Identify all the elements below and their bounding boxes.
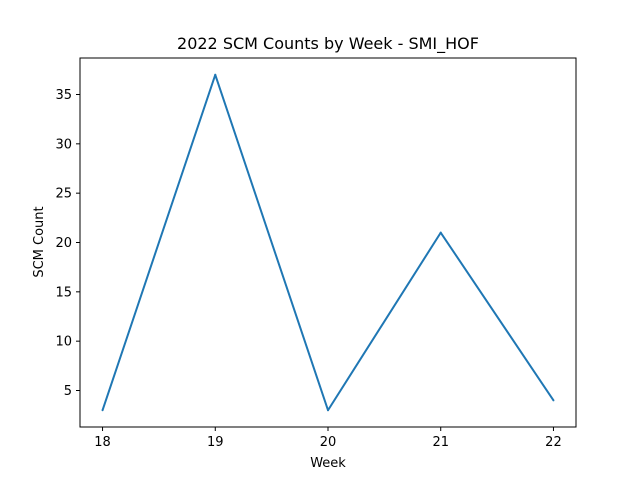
y-tick-label: 20 bbox=[55, 236, 72, 251]
data-point bbox=[327, 409, 329, 412]
y-tick-label: 10 bbox=[55, 335, 72, 350]
data-point bbox=[439, 231, 442, 234]
y-axis-label: SCM Count bbox=[32, 206, 47, 277]
y-tick-label: 5 bbox=[64, 384, 72, 399]
plot-area-frame bbox=[79, 57, 577, 428]
y-tick-label: 30 bbox=[55, 137, 72, 152]
data-point bbox=[214, 73, 217, 76]
data-point bbox=[552, 399, 555, 402]
x-axis-ticks: 18 19 20 21 22 bbox=[94, 427, 562, 450]
series-points bbox=[101, 73, 555, 412]
x-tick-label: 22 bbox=[545, 435, 562, 450]
x-tick-label: 20 bbox=[320, 435, 337, 450]
y-tick-label: 35 bbox=[55, 88, 72, 103]
x-tick-label: 19 bbox=[207, 435, 224, 450]
x-tick-label: 21 bbox=[432, 435, 449, 450]
chart-title: 2022 SCM Counts by Week - SMI_HOF bbox=[177, 34, 479, 54]
y-axis-ticks: 5 10 15 20 25 30 35 bbox=[55, 88, 80, 399]
data-point bbox=[101, 409, 104, 412]
y-tick-label: 25 bbox=[55, 187, 72, 202]
y-tick-label: 15 bbox=[55, 285, 72, 300]
x-axis-label: Week bbox=[310, 456, 346, 471]
x-tick-label: 18 bbox=[94, 435, 111, 450]
